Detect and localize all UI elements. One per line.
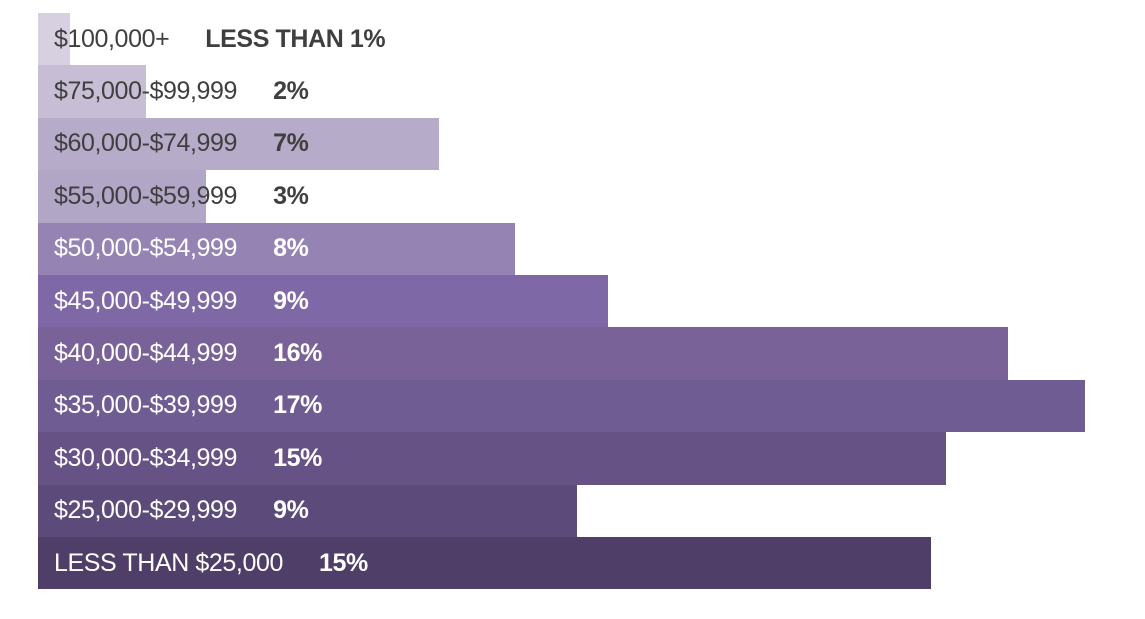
bar-row-text: LESS THAN $25,000 15% — [38, 537, 1145, 589]
value-label: 15% — [273, 443, 322, 472]
bar-row: $45,000-$49,999 9% — [38, 274, 1145, 328]
bar-row: $100,000+ LESS THAN 1% — [38, 13, 1145, 66]
bar-row: $30,000-$34,999 15% — [38, 432, 1145, 485]
category-label: $45,000-$49,999 — [54, 286, 238, 315]
bar-row-text: $25,000-$29,999 9% — [38, 485, 1145, 537]
bar — [38, 536, 931, 590]
bar — [38, 13, 70, 66]
category-label: LESS THAN $25,000 — [54, 548, 283, 577]
bar — [38, 222, 515, 275]
bar — [38, 484, 577, 537]
value-label: 15% — [319, 548, 368, 577]
bar-row: $60,000-$74,999 7% — [38, 117, 1145, 171]
value-label: 8% — [273, 234, 309, 263]
category-label: $75,000-$99,999 — [54, 77, 238, 106]
bar — [38, 432, 946, 485]
value-label: 17% — [273, 391, 322, 420]
bar — [38, 379, 1085, 433]
bar-row: LESS THAN $25,000 15% — [38, 536, 1145, 590]
category-label: $25,000-$29,999 — [54, 496, 238, 525]
bar-row-text: $45,000-$49,999 9% — [38, 275, 1145, 327]
value-label: 9% — [273, 286, 309, 315]
bar-row: $35,000-$39,999 17% — [38, 379, 1145, 433]
bar-row-text: $100,000+ LESS THAN 1% — [38, 13, 1145, 65]
value-label: 16% — [273, 339, 322, 368]
bar-row: $55,000-$59,999 3% — [38, 170, 1145, 223]
bar-chart: $100,000+ LESS THAN 1% $75,000-$99,999 2… — [38, 13, 1145, 590]
bar — [38, 65, 146, 118]
value-label: 3% — [273, 181, 309, 210]
value-label: 7% — [273, 129, 309, 158]
value-label: 9% — [273, 496, 309, 525]
bar-row: $75,000-$99,999 2% — [38, 65, 1145, 118]
bar-row: $25,000-$29,999 9% — [38, 484, 1145, 537]
bar-row-text: $75,000-$99,999 2% — [38, 65, 1145, 117]
bar — [38, 327, 1008, 380]
bar-row-text: $55,000-$59,999 3% — [38, 170, 1145, 222]
bar — [38, 170, 206, 223]
bar-row: $50,000-$54,999 8% — [38, 222, 1145, 275]
category-label: $50,000-$54,999 — [54, 234, 238, 263]
bar-row-text: $35,000-$39,999 17% — [38, 380, 1145, 432]
bar — [38, 117, 439, 171]
value-label: 2% — [273, 77, 309, 106]
category-label: $55,000-$59,999 — [54, 181, 238, 210]
bar-row: $40,000-$44,999 16% — [38, 327, 1145, 380]
bar — [38, 274, 608, 328]
category-label: $30,000-$34,999 — [54, 443, 238, 472]
category-label: $60,000-$74,999 — [54, 129, 238, 158]
bar-row-text: $50,000-$54,999 8% — [38, 223, 1145, 275]
value-label: LESS THAN 1% — [205, 24, 386, 53]
category-label: $35,000-$39,999 — [54, 391, 238, 420]
category-label: $40,000-$44,999 — [54, 339, 238, 368]
category-label: $100,000+ — [54, 24, 170, 53]
bar-row-text: $60,000-$74,999 7% — [38, 118, 1145, 170]
bar-row-text: $30,000-$34,999 15% — [38, 432, 1145, 484]
bar-row-text: $40,000-$44,999 16% — [38, 327, 1145, 379]
